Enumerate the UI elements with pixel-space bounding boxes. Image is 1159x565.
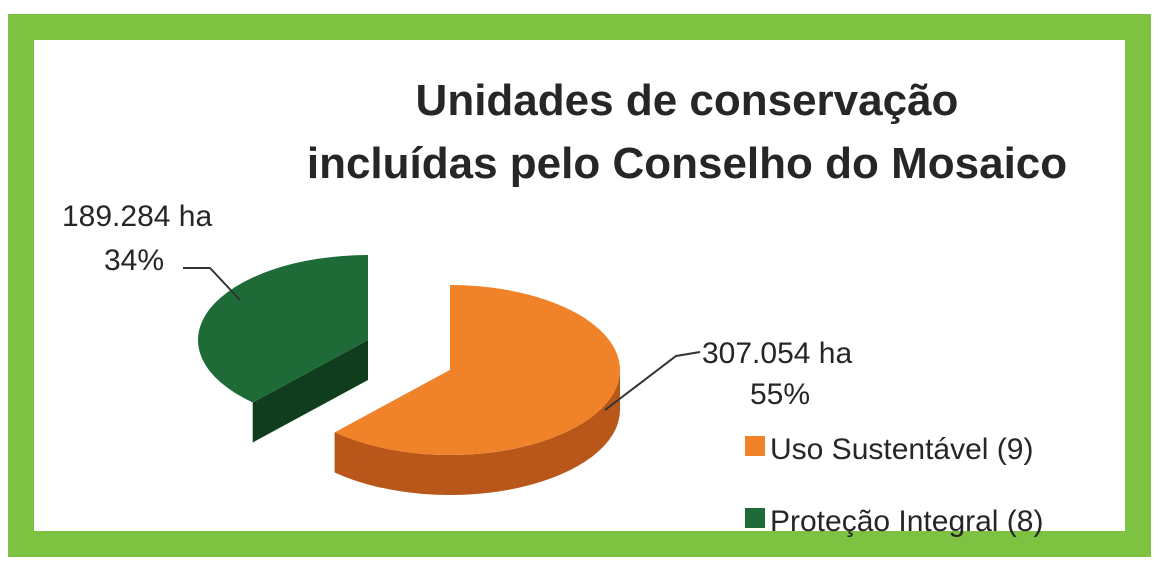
legend-swatch-proteção-integral: [745, 508, 765, 528]
data-label-uso-sustentavel-percent: 55%: [750, 378, 810, 411]
slice-uso-sustentavel-side: [334, 370, 620, 495]
leader-line-proteção-integral: [183, 267, 241, 301]
leader-line-uso-sustentavel: [604, 351, 701, 411]
slice-uso-sustentavel-top: [334, 285, 620, 455]
slice-proteção-integral-top: [198, 255, 368, 403]
slice-proteção-integral-wall-a: [252, 340, 368, 443]
data-label-proteção-integral-percent: 34%: [104, 244, 164, 277]
legend-label-uso-sustentavel: Uso Sustentável (9): [770, 433, 1033, 466]
data-label-uso-sustentavel-value: 307.054 ha: [702, 337, 852, 370]
legend-swatch-uso-sustentavel: [745, 436, 765, 456]
chart-frame: [8, 14, 1151, 557]
legend-label-proteção-integral: Proteção Integral (8): [770, 505, 1043, 538]
data-label-proteção-integral-value: 189.284 ha: [62, 200, 212, 233]
chart-title-line-1: Unidades de conservação: [416, 76, 959, 125]
chart-title-line-2: incluídas pelo Conselho do Mosaico: [307, 139, 1067, 188]
